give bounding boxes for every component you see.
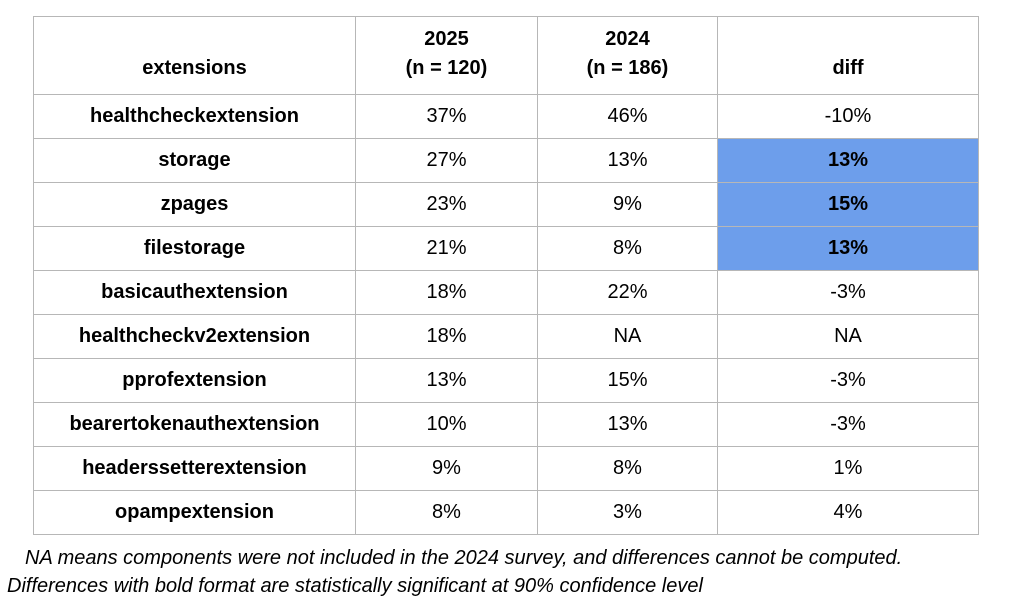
- col-header-2024-n: (n = 186): [586, 57, 669, 79]
- col-header-2024: 2024 (n = 186): [537, 16, 718, 95]
- value-2024-cell: 8%: [537, 226, 718, 271]
- footnotes: NA means components were not included in…: [7, 544, 902, 600]
- value-2024-cell: 9%: [537, 182, 718, 227]
- col-header-extensions: extensions: [33, 16, 356, 95]
- table-row: healthcheckextension 37% 46% -10%: [33, 94, 979, 139]
- table-row: opampextension 8% 3% 4%: [33, 490, 979, 535]
- extension-name-cell: zpages: [33, 182, 356, 227]
- extension-name-cell: filestorage: [33, 226, 356, 271]
- extension-name-cell: storage: [33, 138, 356, 183]
- value-2024-cell: 15%: [537, 358, 718, 403]
- diff-cell: 13%: [717, 138, 979, 183]
- value-2024-cell: 46%: [537, 94, 718, 139]
- table-row: headerssetterextension 9% 8% 1%: [33, 446, 979, 491]
- diff-cell: NA: [717, 314, 979, 359]
- value-2025-cell: 13%: [355, 358, 538, 403]
- value-2024-cell: 3%: [537, 490, 718, 535]
- value-2025-cell: 27%: [355, 138, 538, 183]
- value-2025-cell: 18%: [355, 314, 538, 359]
- value-2024-cell: 13%: [537, 138, 718, 183]
- extension-name-cell: healthcheckv2extension: [33, 314, 356, 359]
- diff-cell: 1%: [717, 446, 979, 491]
- extension-name-cell: basicauthextension: [33, 270, 356, 315]
- table-row: storage 27% 13% 13%: [33, 138, 979, 183]
- table-row: zpages 23% 9% 15%: [33, 182, 979, 227]
- value-2025-cell: 10%: [355, 402, 538, 447]
- footnote-na-explanation: NA means components were not included in…: [25, 547, 903, 569]
- value-2024-cell: 8%: [537, 446, 718, 491]
- col-header-diff: diff: [717, 16, 979, 95]
- value-2025-cell: 8%: [355, 490, 538, 535]
- diff-cell: 15%: [717, 182, 979, 227]
- col-header-2025-year: 2025: [424, 28, 469, 50]
- value-2025-cell: 9%: [355, 446, 538, 491]
- footnote-significance: Differences with bold format are statist…: [7, 575, 703, 597]
- table-row: basicauthextension 18% 22% -3%: [33, 270, 979, 315]
- value-2025-cell: 23%: [355, 182, 538, 227]
- table-row: filestorage 21% 8% 13%: [33, 226, 979, 271]
- value-2024-cell: NA: [537, 314, 718, 359]
- extension-name-cell: pprofextension: [33, 358, 356, 403]
- value-2025-cell: 18%: [355, 270, 538, 315]
- extension-name-cell: healthcheckextension: [33, 94, 356, 139]
- extension-name-cell: headerssetterextension: [33, 446, 356, 491]
- value-2025-cell: 37%: [355, 94, 538, 139]
- diff-cell: -10%: [717, 94, 979, 139]
- value-2024-cell: 13%: [537, 402, 718, 447]
- table-row: healthcheckv2extension 18% NA NA: [33, 314, 979, 359]
- diff-cell: -3%: [717, 358, 979, 403]
- diff-cell: -3%: [717, 402, 979, 447]
- header-row: extensions 2025 (n = 120) 2024 (n = 186)…: [33, 16, 979, 95]
- diff-cell: 4%: [717, 490, 979, 535]
- extensions-survey-table: extensions 2025 (n = 120) 2024 (n = 186)…: [33, 16, 979, 535]
- value-2024-cell: 22%: [537, 270, 718, 315]
- col-header-2025-n: (n = 120): [405, 57, 488, 79]
- table-row: bearertokenauthextension 10% 13% -3%: [33, 402, 979, 447]
- diff-cell: -3%: [717, 270, 979, 315]
- col-header-2025: 2025 (n = 120): [355, 16, 538, 95]
- extension-name-cell: bearertokenauthextension: [33, 402, 356, 447]
- extension-name-cell: opampextension: [33, 490, 356, 535]
- col-header-2024-year: 2024: [605, 28, 650, 50]
- diff-cell: 13%: [717, 226, 979, 271]
- table-row: pprofextension 13% 15% -3%: [33, 358, 979, 403]
- extensions-survey-table-container: extensions 2025 (n = 120) 2024 (n = 186)…: [33, 16, 979, 535]
- value-2025-cell: 21%: [355, 226, 538, 271]
